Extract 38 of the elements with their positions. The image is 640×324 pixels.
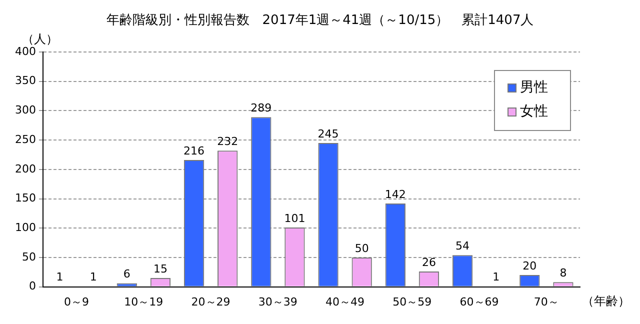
- x-tick-label: 30～39: [258, 295, 298, 308]
- x-tick-label: 40～49: [326, 295, 365, 308]
- x-tick-label: 50～59: [392, 295, 432, 308]
- x-tick-label: 0～9: [64, 295, 90, 308]
- legend-label: 女性: [520, 104, 548, 120]
- data-label: 216: [184, 144, 205, 158]
- data-label: 8: [560, 266, 567, 280]
- x-axis-title: （年齢）: [582, 294, 630, 308]
- x-tick-label: 60～69: [460, 295, 499, 308]
- data-label: 142: [384, 188, 406, 201]
- y-tick-label: 150: [14, 192, 36, 205]
- data-label: 1: [56, 270, 64, 284]
- x-tick-label: 70～: [534, 295, 559, 308]
- y-tick-label: 100: [14, 220, 36, 234]
- y-tick-label: 350: [14, 74, 36, 88]
- data-label: 15: [153, 262, 168, 276]
- data-label: 232: [217, 134, 238, 148]
- data-label: 20: [522, 259, 537, 272]
- y-tick-label: 300: [14, 104, 36, 117]
- y-tick-label: 400: [14, 44, 36, 58]
- y-tick-label: 250: [14, 132, 36, 146]
- data-label: 1: [492, 270, 500, 284]
- data-label: 289: [250, 102, 272, 115]
- data-label: 26: [422, 256, 436, 269]
- data-label: 6: [123, 268, 130, 281]
- legend-label: 男性: [520, 80, 548, 96]
- data-label: 50: [354, 242, 369, 255]
- data-label: 1: [90, 270, 97, 284]
- data-label: 101: [284, 212, 306, 225]
- x-tick-label: 20～29: [191, 295, 230, 308]
- y-tick-label: 200: [14, 162, 36, 176]
- y-tick-label: 50: [22, 250, 36, 264]
- data-label: 54: [456, 239, 470, 252]
- x-tick-label: 10～19: [124, 295, 164, 308]
- chart-title: 年齢階級別・性別報告数 2017年1週～41週（～10/15） 累計1407人: [106, 12, 534, 28]
- data-label: 245: [318, 127, 339, 140]
- y-axis-title: （人）: [22, 32, 58, 46]
- y-tick-label: 0: [28, 280, 36, 293]
